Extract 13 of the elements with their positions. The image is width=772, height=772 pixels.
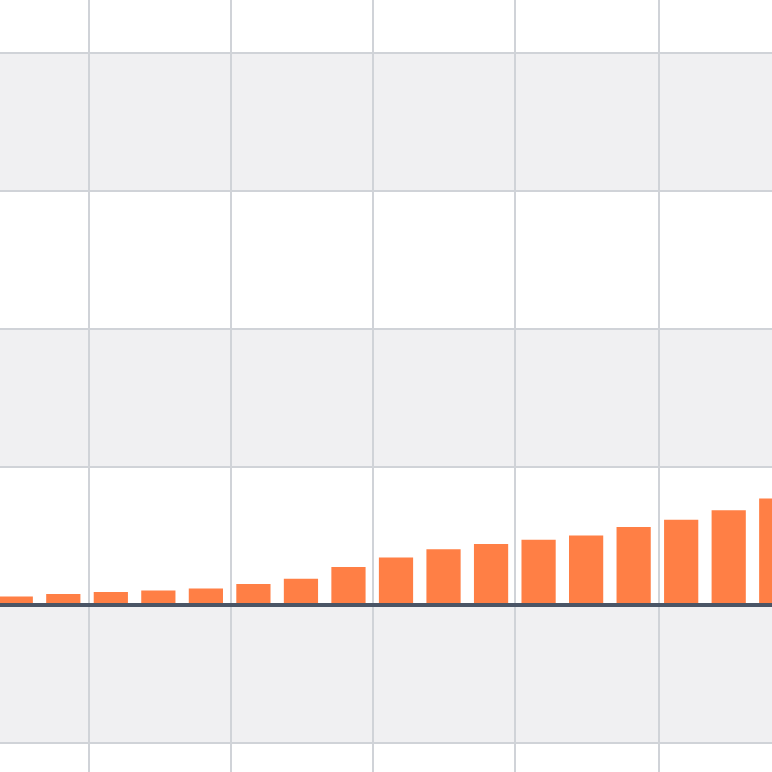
bar [569, 535, 604, 604]
bar [664, 519, 699, 604]
bar [188, 588, 223, 604]
bar [378, 557, 414, 604]
bar [473, 543, 509, 604]
bar [283, 578, 319, 604]
bar [331, 567, 366, 604]
bar [521, 539, 556, 604]
bar [711, 510, 746, 604]
bar [616, 527, 651, 604]
bar [93, 591, 128, 604]
bar [236, 583, 271, 604]
bar [426, 549, 461, 604]
